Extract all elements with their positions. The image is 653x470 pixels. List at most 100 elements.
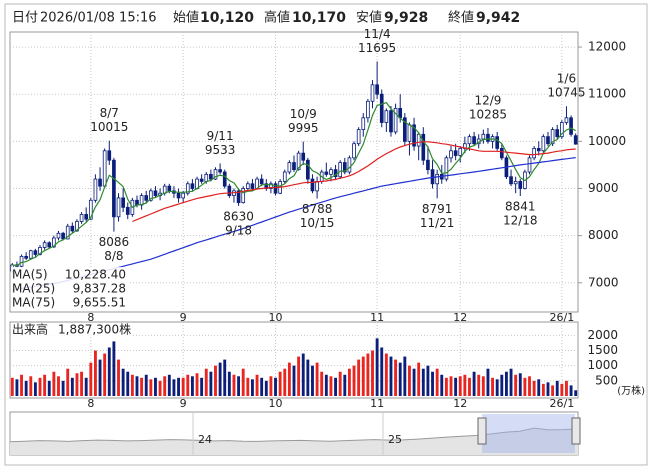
volume-bar [255, 374, 259, 396]
volume-bar [38, 377, 42, 396]
annotation-value: 10015 [90, 120, 128, 134]
candle-body [467, 136, 472, 145]
volume-bar [218, 362, 222, 396]
candle-body [426, 159, 430, 171]
x-tick-label: 9 [180, 311, 187, 324]
volume-bar [375, 338, 379, 396]
volume-bar [565, 380, 568, 396]
x-tick-label: 8 [87, 397, 94, 410]
candle-body [245, 183, 250, 189]
annotation-date: 8/8 [104, 249, 123, 263]
volume-bar [555, 380, 559, 396]
volume-bar [468, 377, 471, 396]
candle-body [250, 183, 255, 189]
candle-body [569, 117, 573, 135]
candle-body [407, 124, 412, 142]
candle-body [499, 148, 504, 159]
candle-body [444, 157, 449, 180]
volume-bar [20, 374, 23, 396]
candle-body [292, 162, 296, 171]
volume-bar [200, 377, 204, 396]
volume-bar [126, 371, 130, 396]
volume-bar [246, 377, 250, 396]
legend-box [11, 267, 128, 311]
volume-bar [24, 380, 28, 396]
volume-bar [186, 374, 190, 396]
volume-bar [292, 365, 296, 396]
candle-body [190, 183, 195, 189]
candle-body [88, 199, 93, 220]
candle-body [421, 133, 426, 161]
header-close: 9,942 [476, 10, 520, 26]
legend-name: MA(25) [12, 282, 55, 296]
candle-body [121, 197, 125, 208]
volume-bar [574, 390, 578, 396]
candle-body [560, 122, 564, 138]
header-high: 10,170 [292, 10, 346, 26]
volume-bar [408, 365, 411, 396]
y-tick-label: 11000 [588, 87, 626, 101]
x-tick-label: 8 [87, 311, 94, 324]
candle-body [149, 190, 153, 201]
candle-body [486, 133, 490, 142]
candle-body [555, 129, 560, 138]
candle-body [402, 117, 407, 142]
volume-bar [66, 368, 70, 396]
candle-body [269, 183, 273, 189]
candle-body [536, 148, 541, 152]
candle-body [564, 117, 569, 123]
volume-title: 出来高 [12, 322, 48, 337]
navigator-handle[interactable] [477, 417, 487, 445]
volume-bar [103, 353, 107, 396]
candle-body [375, 84, 379, 95]
volume-bar [371, 350, 374, 396]
volume-bar [431, 371, 434, 396]
annotation-date: 8/7 [100, 106, 119, 120]
volume-bar [389, 356, 393, 396]
candle-body [453, 150, 458, 156]
volume-total: 1,887,300株 [58, 322, 131, 337]
annotation-date: 9/18 [225, 223, 252, 237]
header-low: 9,928 [384, 10, 428, 26]
annotation-value: 8788 [302, 202, 333, 216]
annotation-value: 10285 [469, 107, 507, 121]
volume-bar [347, 368, 351, 396]
candle-body [236, 190, 241, 204]
volume-bar [315, 362, 319, 396]
candle-body [218, 169, 222, 173]
volume-bar [343, 374, 347, 396]
volume-bar [121, 368, 125, 396]
candle-body [527, 157, 532, 173]
x-tick-label: 10 [269, 311, 283, 324]
volume-bar [541, 383, 545, 396]
volume-bar [274, 377, 277, 396]
navigator-window[interactable] [482, 414, 575, 453]
volume-bar [33, 382, 37, 396]
volume-bar [394, 359, 398, 396]
volume-bar [518, 373, 522, 396]
volume-bar [472, 371, 476, 396]
legend-name: MA(5) [12, 268, 48, 282]
candle-body [167, 185, 172, 192]
volume-bar [10, 377, 14, 396]
x-tick-label: 26/1 [549, 397, 574, 410]
volume-bar [149, 379, 153, 396]
volume-bar [440, 374, 444, 396]
candle-body [125, 206, 130, 215]
navigator-area [10, 428, 578, 455]
navigator-handle[interactable] [571, 417, 581, 445]
candle-body [79, 214, 84, 222]
volume-tick-label: 500 [595, 373, 618, 387]
legend-value: 9,837.28 [73, 282, 126, 296]
volume-bar [130, 374, 134, 396]
volume-bar [29, 376, 33, 396]
candle-body [144, 195, 149, 201]
annotation-value: 8086 [99, 235, 130, 249]
volume-bar [144, 374, 148, 396]
y-tick-label: 10000 [588, 134, 626, 148]
candle-body [227, 185, 232, 196]
x-tick-label: 12 [453, 311, 467, 324]
annotation-value: 11695 [358, 41, 396, 55]
volume-header-box [11, 323, 131, 337]
